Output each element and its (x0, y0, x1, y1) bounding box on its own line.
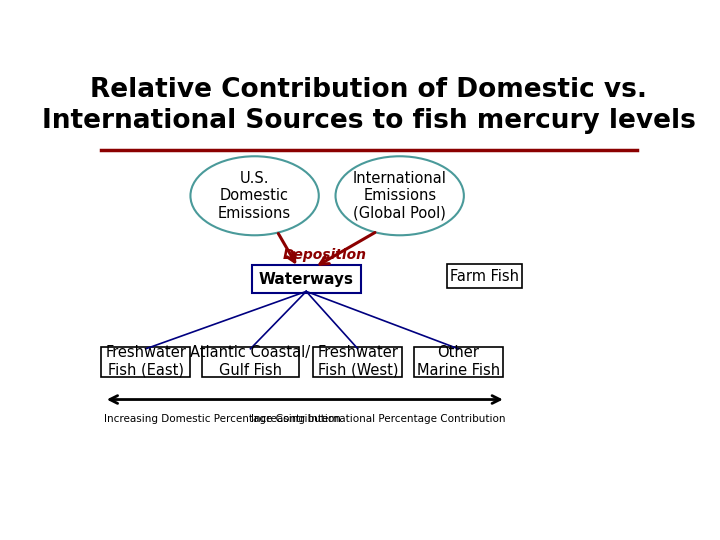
Text: Farm Fish: Farm Fish (450, 268, 519, 284)
Text: Freshwater
Fish (East): Freshwater Fish (East) (105, 346, 186, 378)
Text: Increasing Domestic Percentage Contribution: Increasing Domestic Percentage Contribut… (104, 414, 341, 424)
Text: Atlantic Coastal/
Gulf Fish: Atlantic Coastal/ Gulf Fish (190, 346, 310, 378)
FancyBboxPatch shape (101, 347, 190, 377)
FancyBboxPatch shape (252, 265, 361, 294)
Text: Increasing International Percentage Contribution: Increasing International Percentage Cont… (251, 414, 505, 424)
Text: International
Emissions
(Global Pool): International Emissions (Global Pool) (353, 171, 446, 221)
Text: Freshwater
Fish (West): Freshwater Fish (West) (318, 346, 398, 378)
Text: Waterways: Waterways (258, 272, 354, 287)
Text: Other
Marine Fish: Other Marine Fish (417, 346, 500, 378)
FancyBboxPatch shape (313, 347, 402, 377)
Text: Relative Contribution of Domestic vs.
International Sources to fish mercury leve: Relative Contribution of Domestic vs. In… (42, 77, 696, 134)
FancyBboxPatch shape (202, 347, 300, 377)
FancyBboxPatch shape (447, 264, 523, 288)
Text: Deposition: Deposition (282, 248, 366, 262)
Text: U.S.
Domestic
Emissions: U.S. Domestic Emissions (218, 171, 291, 221)
FancyBboxPatch shape (413, 347, 503, 377)
